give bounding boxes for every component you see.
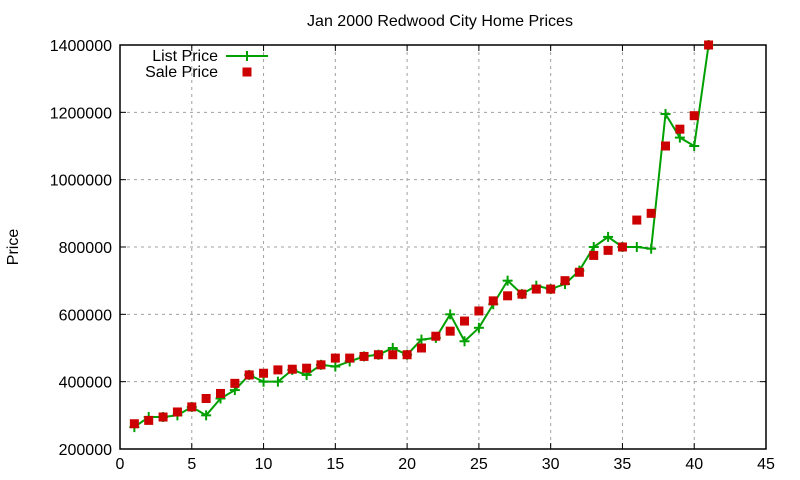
x-tick-label: 20 [398,456,416,473]
sale-price-point [531,284,541,294]
sale-price-point [689,111,699,121]
list-price-point [272,376,283,387]
sale-price-point [388,350,398,360]
sale-price-point [215,388,225,398]
y-tick-label: 1200000 [50,105,112,122]
legend-marker-list-price [242,51,252,61]
sale-price-point [172,407,182,417]
grid [120,45,766,449]
sale-price-point [129,419,139,429]
sale-price-point [373,350,383,360]
sale-price-point [546,284,556,294]
sale-price-point [359,351,369,361]
legend-label-list-price: List Price [152,48,218,65]
y-tick-label: 800000 [59,240,112,257]
sale-price-point [474,306,484,316]
sale-price-point [345,353,355,363]
y-axis-label: Price [5,229,22,266]
sale-price-point [302,363,312,373]
list-price-point [646,243,657,254]
sale-price-point [632,215,642,225]
list-price-point [473,322,484,333]
y-tick-label: 400000 [59,375,112,392]
x-tick-label: 35 [614,456,632,473]
list-price-point [631,242,642,252]
sale-price-point [488,296,498,306]
sale-price-point [589,250,599,260]
list-price-point [674,132,685,143]
series [129,40,714,433]
sale-price-point [402,350,412,360]
y-tick-label: 600000 [59,307,112,324]
list-price-point [660,109,671,120]
legend-label-sale-price: Sale Price [145,64,218,81]
list-price-point [459,336,470,347]
sale-price-point [201,394,211,403]
x-tick-label: 30 [542,456,560,473]
legend-swatch-sale-price [242,67,252,77]
sale-price-point [431,331,441,341]
x-tick-label: 10 [255,456,273,473]
sale-price-point [675,124,685,134]
sale-price-point [230,378,240,388]
x-tick-label: 40 [685,456,703,473]
legend: List Price Sale Price [145,48,268,81]
list-price-point [689,141,700,151]
sale-price-point [574,267,584,277]
sale-price-point [273,365,283,375]
sale-price-point [517,289,527,299]
sale-price-point [259,368,269,378]
list-price-point [258,376,269,387]
y-tick-label: 1000000 [50,173,112,190]
x-tick-label: 25 [470,456,488,473]
sale-price-point [330,353,340,363]
sale-price-point [144,415,154,425]
x-tick-label: 0 [116,456,125,473]
sale-price-point [244,370,254,380]
list-price-point [588,242,599,252]
list-price-point [502,275,513,286]
y-tick-label: 1400000 [50,38,112,55]
sale-price-point [617,242,627,252]
y-tick-label: 200000 [59,442,112,459]
sale-price-point [158,412,168,422]
list-price-point [445,309,456,320]
list-price-point [201,410,212,421]
list-price-point [603,231,614,242]
x-tick-label: 45 [757,456,775,473]
sale-price-point [287,364,297,374]
sale-price-point [187,402,197,412]
sale-price-point [503,291,513,301]
list-price-point [330,361,341,372]
sale-price-point [445,326,455,336]
sale-price-point [704,40,714,50]
plot-frame [119,44,767,450]
sale-price-point [661,141,671,151]
chart-title: Jan 2000 Redwood City Home Prices [307,13,573,30]
sale-price-point [316,360,326,370]
sale-price-point [416,343,426,353]
ticks: 0 5 10 15 20 25 30 35 40 45 200000 400000 600000 8000… [50,38,775,473]
sale-price-point [603,245,613,255]
list-price-point [416,334,427,345]
sale-price-point [460,316,470,326]
sale-price-point [560,276,570,286]
sale-price-point [646,208,656,218]
x-tick-label: 15 [326,456,344,473]
x-tick-label: 5 [187,456,196,473]
